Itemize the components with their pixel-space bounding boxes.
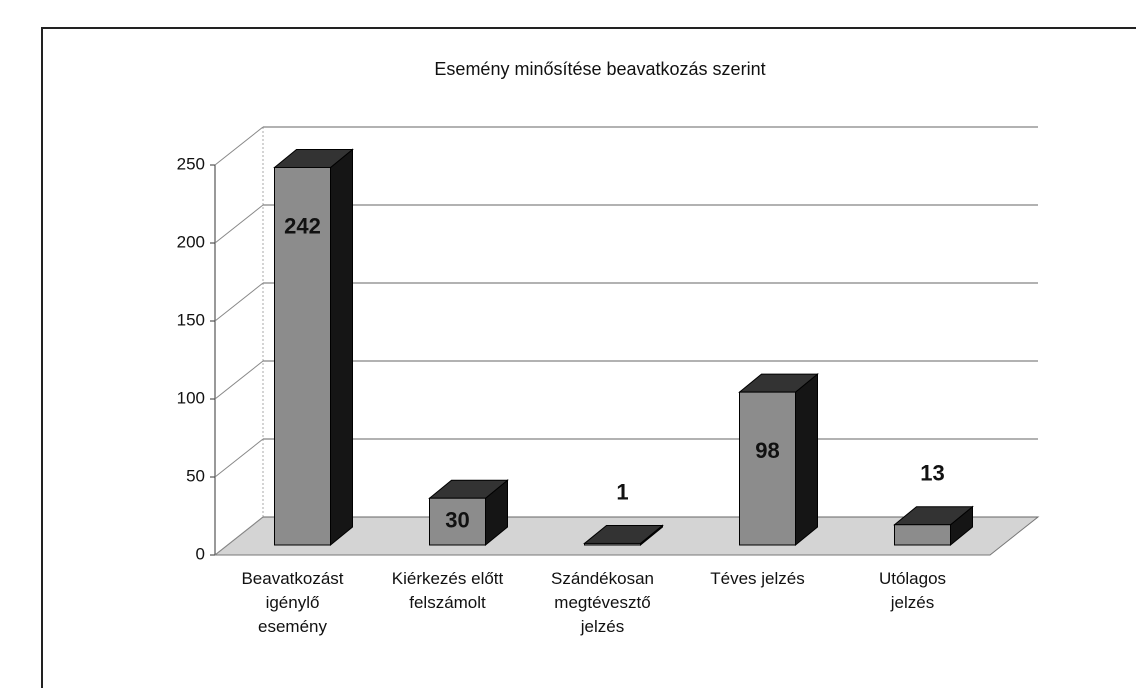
bar <box>429 497 486 546</box>
frame <box>41 27 1136 688</box>
grid-line <box>214 282 264 322</box>
value-label: 30 <box>445 507 469 532</box>
chart-title: Esemény minősítése beavatkozás szerint <box>434 59 765 79</box>
value-label: 13 <box>920 461 944 486</box>
grid-line <box>214 438 264 478</box>
bar <box>584 542 641 546</box>
value-label: 98 <box>755 438 779 463</box>
grid-line <box>214 204 264 244</box>
bar-side <box>330 148 353 547</box>
x-tick-label: Téves jelzés <box>710 569 805 588</box>
y-tick-label: 50 <box>186 466 205 485</box>
y-tick-label: 250 <box>177 154 205 173</box>
value-label: 242 <box>284 213 321 238</box>
bar <box>274 166 331 546</box>
y-tick-label: 100 <box>177 388 205 407</box>
bar <box>739 391 796 546</box>
x-tick-label: Kiérkezés előtt felszámolt <box>391 569 504 612</box>
y-tick-label: 150 <box>177 310 205 329</box>
y-tick-label: 200 <box>177 232 205 251</box>
value-label: 1 <box>616 479 628 504</box>
bar <box>894 524 951 546</box>
grid-line <box>214 360 264 400</box>
grid-line <box>214 516 264 556</box>
bar-side <box>795 373 818 547</box>
x-tick-label: Beavatkozást igénylő esemény <box>241 569 344 636</box>
x-tick-label: Utólagos jelzés <box>878 569 947 612</box>
grid-line <box>214 126 264 166</box>
y-tick-label: 0 <box>196 544 205 563</box>
x-tick-label: Szándékosan megtévesztő jelzés <box>550 569 655 636</box>
